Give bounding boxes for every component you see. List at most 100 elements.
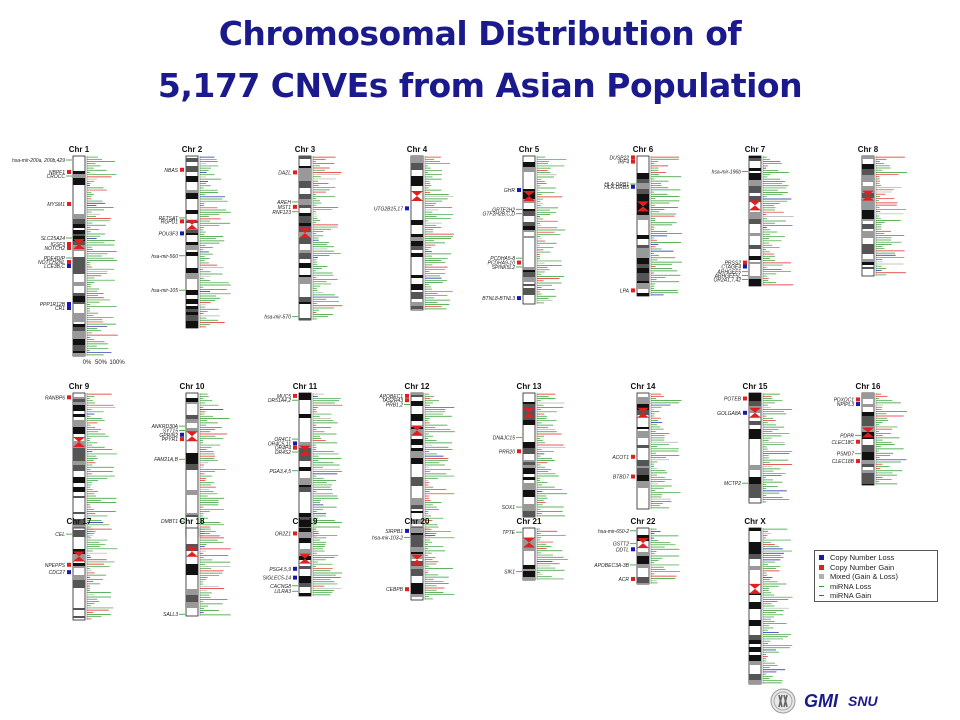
chromosome-band — [73, 496, 85, 498]
gene-label: CROCC — [47, 174, 66, 180]
gene-label: NPEPPS — [45, 563, 66, 569]
chromosome-title: Chr 13 — [517, 382, 542, 391]
chromosome-band — [523, 490, 535, 497]
centromere — [73, 436, 85, 442]
gene-marker — [67, 242, 71, 246]
gene-label: SPINK5L2 — [492, 265, 516, 271]
chromosome-band — [523, 284, 535, 286]
chromosome-band — [411, 458, 423, 464]
gene-label: PGA3,4,5 — [269, 469, 291, 475]
chromosome-band — [299, 487, 311, 492]
chromosome-band — [862, 404, 874, 407]
gene-label: HLA-DRB5 — [604, 185, 629, 191]
chromosome-band — [411, 498, 423, 505]
chromosome-band — [637, 245, 649, 248]
chromosome-band — [637, 281, 649, 283]
chromosome-title: Chr 17 — [67, 517, 92, 526]
chromosome-band — [523, 226, 535, 230]
chromosome-band — [637, 397, 649, 404]
chromosome-band — [637, 264, 649, 268]
legend-swatch-gain — [819, 564, 824, 570]
chromosome-band — [73, 477, 85, 483]
title-line-1: Chromosomal Distribution of — [218, 14, 742, 53]
centromere — [862, 195, 874, 201]
chromosome-band — [411, 439, 423, 445]
chromosome-band — [637, 248, 649, 253]
chromosome-4: Chr 4 UTG2B15,17 — [374, 145, 454, 311]
gene-label: DMBT1 — [161, 519, 178, 525]
chromosome-band — [186, 190, 198, 193]
chromosome-band — [411, 448, 423, 451]
chromosome-band — [186, 458, 198, 464]
chromosome-band — [637, 283, 649, 289]
chromosome-band — [749, 554, 761, 557]
chromosome-band — [299, 199, 311, 205]
chromosome-band — [862, 164, 874, 169]
gene-label: PDXDC1 — [834, 397, 855, 403]
gene-marker — [67, 246, 71, 250]
gene-marker — [631, 184, 635, 189]
chromosome-band — [186, 464, 198, 470]
chromosome-band — [73, 337, 85, 339]
chromosome-band — [411, 275, 423, 278]
centromere — [749, 205, 761, 211]
gene-marker — [631, 454, 635, 459]
chromosome-band — [186, 268, 198, 271]
chromosome-band — [73, 257, 85, 264]
chromosome-band — [749, 212, 761, 219]
gene-marker — [180, 219, 184, 224]
chromosome-band — [186, 158, 198, 162]
chromosome-title: Chr 3 — [295, 145, 316, 154]
chromosome-band — [749, 283, 761, 286]
chromosome-band — [411, 533, 423, 535]
chromosome-band — [749, 219, 761, 224]
gene-label: LILRA3 — [274, 589, 291, 595]
chromosome-band — [73, 327, 85, 331]
chromosome-band — [299, 213, 311, 216]
chromosome-band — [186, 602, 198, 608]
chromosome-band — [637, 577, 649, 583]
chromosome-band — [637, 258, 649, 264]
gene-label: SALL3 — [163, 612, 178, 618]
chromosome-band — [411, 220, 423, 225]
chromosome-band — [411, 535, 423, 542]
chromosome-band — [749, 421, 761, 425]
legend-item-copy-number-gain: Copy Number Gain — [819, 563, 933, 573]
chromosome-band — [523, 418, 535, 420]
chromosome-band — [637, 215, 649, 220]
centromere — [637, 543, 649, 549]
chromosome-band — [411, 395, 423, 397]
chromosome-band — [73, 566, 85, 568]
gene-label: hsa-mir-560 — [151, 254, 178, 260]
chromosome-band — [299, 532, 311, 538]
gene-marker — [631, 547, 635, 552]
title-line-2: 5,177 CNVEs from Asian Population — [157, 66, 803, 105]
gene-label: MCTP2 — [724, 481, 741, 487]
gene-label: PRR20 — [499, 449, 515, 455]
gene-label: NOTCH2 — [44, 246, 65, 252]
chromosome-14: Chr 14 ACOT1 BTBD7 — [611, 382, 682, 510]
chromosome-band — [299, 541, 311, 543]
chromosome-band — [299, 528, 311, 532]
chromosome-band — [186, 513, 198, 515]
chromosome-band — [299, 302, 311, 304]
legend-line-mirna-loss — [819, 585, 824, 587]
gene-marker — [293, 170, 297, 175]
centromere — [523, 542, 535, 548]
centromere — [523, 407, 535, 413]
chromosome-band — [637, 477, 649, 481]
chromosome-band — [749, 620, 761, 626]
chromosome-band — [186, 321, 198, 328]
legend: Copy Number Loss Copy Number Gain Mixed … — [814, 550, 938, 602]
chromosome-band — [411, 511, 423, 513]
gene-marker — [67, 395, 71, 400]
gene-label: UTG2B15,17 — [374, 206, 403, 212]
logo-text-gmi: GMI — [804, 690, 838, 711]
chromosome-title: Chr 15 — [743, 382, 768, 391]
gene-label: hsa-mir-570 — [264, 315, 291, 321]
chromosome-band — [749, 602, 761, 609]
